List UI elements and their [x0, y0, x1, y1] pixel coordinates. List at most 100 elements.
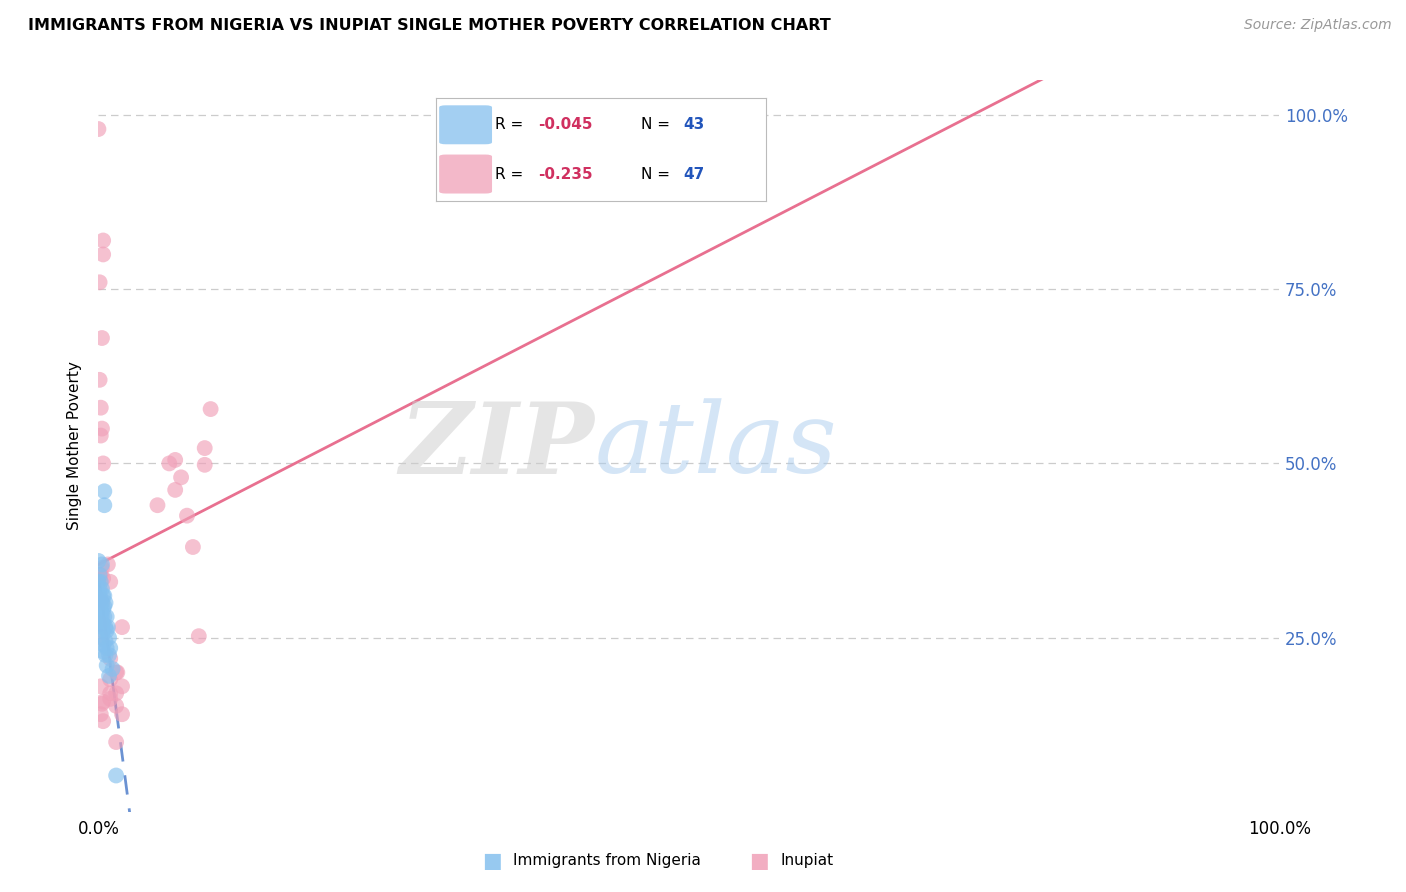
- Point: [90, 616, 112, 631]
- Point: [89, 596, 111, 610]
- Point: [105, 665, 128, 680]
- Point: [111, 620, 134, 634]
- Y-axis label: Single Mother Poverty: Single Mother Poverty: [67, 361, 83, 531]
- Point: [96, 640, 118, 655]
- Text: ZIP: ZIP: [399, 398, 595, 494]
- Text: atlas: atlas: [595, 399, 837, 493]
- Point: [91, 234, 114, 248]
- Point: [90, 596, 112, 610]
- Point: [91, 644, 114, 658]
- Point: [90, 609, 112, 624]
- Point: [157, 457, 180, 471]
- Point: [91, 421, 114, 435]
- Point: [91, 638, 114, 652]
- Point: [91, 571, 114, 585]
- Point: [91, 695, 114, 709]
- Point: [98, 673, 121, 687]
- Point: [105, 698, 128, 713]
- FancyBboxPatch shape: [439, 154, 492, 194]
- Point: [91, 561, 114, 575]
- Point: [89, 373, 111, 387]
- Point: [98, 669, 121, 683]
- Point: [90, 707, 112, 722]
- Point: [91, 558, 114, 572]
- Point: [91, 589, 114, 603]
- Point: [91, 247, 114, 261]
- Point: [90, 574, 112, 589]
- Text: IMMIGRANTS FROM NIGERIA VS INUPIAT SINGLE MOTHER POVERTY CORRELATION CHART: IMMIGRANTS FROM NIGERIA VS INUPIAT SINGL…: [28, 18, 831, 33]
- Point: [146, 498, 169, 512]
- Point: [93, 498, 115, 512]
- Text: Inupiat: Inupiat: [780, 854, 834, 868]
- Point: [176, 508, 198, 523]
- Point: [87, 122, 110, 136]
- Text: ■: ■: [749, 851, 769, 871]
- Point: [105, 735, 128, 749]
- Point: [89, 589, 111, 603]
- Text: 47: 47: [683, 167, 704, 182]
- Point: [91, 620, 114, 634]
- Point: [94, 596, 117, 610]
- Point: [97, 558, 120, 572]
- Text: N =: N =: [641, 117, 675, 132]
- Point: [91, 609, 114, 624]
- Point: [89, 567, 111, 582]
- Point: [91, 603, 114, 617]
- Point: [90, 679, 112, 693]
- Point: [93, 599, 115, 614]
- FancyBboxPatch shape: [439, 105, 492, 145]
- Point: [93, 484, 115, 499]
- Point: [105, 665, 128, 680]
- Point: [89, 275, 111, 289]
- Point: [170, 470, 193, 484]
- Point: [101, 662, 124, 676]
- Point: [91, 582, 114, 596]
- Point: [98, 686, 121, 700]
- Point: [111, 679, 134, 693]
- Text: Source: ZipAtlas.com: Source: ZipAtlas.com: [1244, 18, 1392, 32]
- Point: [91, 631, 114, 645]
- Point: [96, 658, 118, 673]
- Point: [98, 574, 121, 589]
- Point: [93, 589, 115, 603]
- Point: [91, 596, 114, 610]
- Text: N =: N =: [641, 167, 675, 182]
- Point: [87, 574, 110, 589]
- Point: [91, 624, 114, 638]
- Text: -0.235: -0.235: [538, 167, 593, 182]
- Point: [90, 631, 112, 645]
- Point: [90, 592, 112, 607]
- Point: [98, 631, 121, 645]
- Point: [181, 540, 204, 554]
- Text: Immigrants from Nigeria: Immigrants from Nigeria: [513, 854, 702, 868]
- Point: [98, 640, 121, 655]
- Point: [200, 402, 222, 417]
- Point: [111, 707, 134, 722]
- Point: [91, 697, 114, 711]
- Point: [98, 691, 121, 706]
- Point: [105, 768, 128, 782]
- Point: [89, 582, 111, 596]
- Point: [91, 596, 114, 610]
- Point: [165, 483, 187, 497]
- Text: R =: R =: [495, 167, 529, 182]
- Point: [194, 441, 217, 455]
- Point: [91, 457, 114, 471]
- Point: [93, 609, 115, 624]
- Point: [98, 651, 121, 665]
- Point: [94, 634, 117, 648]
- Point: [96, 624, 118, 638]
- Point: [105, 686, 128, 700]
- Text: R =: R =: [495, 117, 529, 132]
- Point: [187, 629, 209, 643]
- Point: [194, 458, 217, 472]
- Point: [91, 714, 114, 728]
- Point: [90, 616, 112, 631]
- Text: ■: ■: [482, 851, 502, 871]
- Point: [87, 554, 110, 568]
- Point: [90, 428, 112, 442]
- Text: 43: 43: [683, 117, 704, 132]
- Point: [90, 567, 112, 582]
- Point: [90, 401, 112, 415]
- Point: [97, 620, 120, 634]
